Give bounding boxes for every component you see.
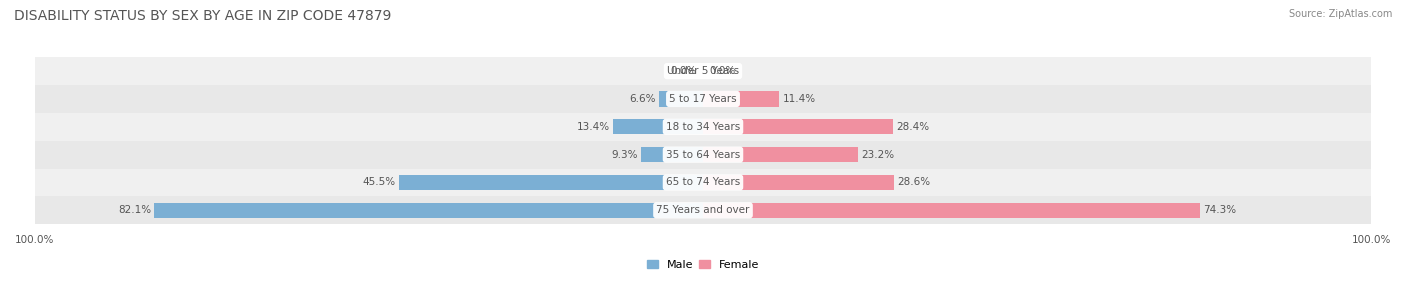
Text: 75 Years and over: 75 Years and over [657, 205, 749, 215]
Text: Under 5 Years: Under 5 Years [666, 66, 740, 76]
Bar [399, 175, 703, 190]
Text: DISABILITY STATUS BY SEX BY AGE IN ZIP CODE 47879: DISABILITY STATUS BY SEX BY AGE IN ZIP C… [14, 9, 391, 23]
Text: 5 to 17 Years: 5 to 17 Years [669, 94, 737, 104]
Bar [703, 203, 1199, 218]
Text: 28.4%: 28.4% [896, 122, 929, 132]
Text: 18 to 34 Years: 18 to 34 Years [666, 122, 740, 132]
Text: 45.5%: 45.5% [363, 178, 395, 188]
Text: 82.1%: 82.1% [118, 205, 150, 215]
Text: 65 to 74 Years: 65 to 74 Years [666, 178, 740, 188]
Bar [613, 119, 703, 135]
Text: 11.4%: 11.4% [783, 94, 815, 104]
Text: 74.3%: 74.3% [1204, 205, 1236, 215]
Text: 0.0%: 0.0% [710, 66, 735, 76]
Text: Source: ZipAtlas.com: Source: ZipAtlas.com [1288, 9, 1392, 19]
Text: 35 to 64 Years: 35 to 64 Years [666, 150, 740, 160]
Bar [703, 119, 893, 135]
Bar [659, 91, 703, 106]
Bar [641, 147, 703, 162]
Bar [703, 175, 894, 190]
Legend: Male, Female: Male, Female [643, 255, 763, 274]
Bar [703, 91, 779, 106]
Bar [35, 85, 1371, 113]
Text: 6.6%: 6.6% [628, 94, 655, 104]
Bar [155, 203, 703, 218]
Bar [35, 169, 1371, 196]
Text: 13.4%: 13.4% [576, 122, 610, 132]
Bar [35, 196, 1371, 224]
Text: 28.6%: 28.6% [897, 178, 931, 188]
Bar [35, 141, 1371, 169]
Text: 9.3%: 9.3% [612, 150, 637, 160]
Text: 23.2%: 23.2% [862, 150, 894, 160]
Bar [35, 57, 1371, 85]
Text: 0.0%: 0.0% [671, 66, 696, 76]
Bar [703, 147, 858, 162]
Bar [35, 113, 1371, 141]
